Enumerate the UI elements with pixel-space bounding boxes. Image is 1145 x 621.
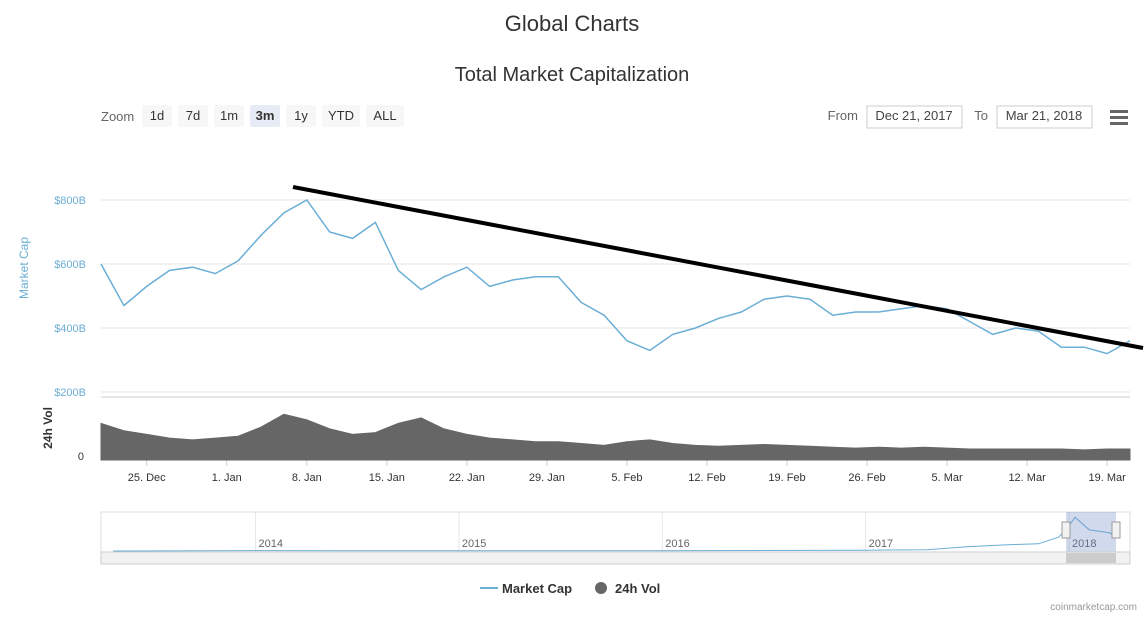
zoom-button[interactable] <box>322 105 360 127</box>
zoom-button[interactable] <box>366 105 404 127</box>
chart-title: Total Market Capitalization <box>455 64 690 86</box>
x-tick-label: 12. Mar <box>1008 472 1046 484</box>
legend-label[interactable]: Market Cap <box>502 581 572 596</box>
navigator-tick-label: 2016 <box>665 538 689 550</box>
zoom-button-label: 1d <box>150 108 164 123</box>
to-label: To <box>974 108 988 123</box>
zoom-button-label: 7d <box>186 108 200 123</box>
x-tick-label: 5. Mar <box>931 472 963 484</box>
credit: coinmarketcap.com <box>1050 602 1137 613</box>
y2-axis-label: 24h Vol <box>41 407 55 449</box>
zoom-button-label: 1m <box>220 108 238 123</box>
scrollbar[interactable] <box>100 551 1131 565</box>
x-tick-label: 19. Mar <box>1088 472 1126 484</box>
from-value: Dec 21, 2017 <box>875 108 952 123</box>
navigator-tick-label: 2014 <box>259 538 283 550</box>
zoom-button-label: 3m <box>256 108 275 123</box>
legend-swatch[interactable] <box>595 582 607 594</box>
volume-area <box>100 413 1131 461</box>
x-tick-label: 5. Feb <box>611 472 642 484</box>
zoom-button-label: 1y <box>294 108 308 123</box>
to-input[interactable] <box>996 105 1093 129</box>
legend: Market Cap 24h Vol <box>480 581 660 596</box>
legend-label[interactable]: 24h Vol <box>615 581 660 596</box>
zoom-button[interactable] <box>142 105 172 127</box>
x-tick-label: 12. Feb <box>688 472 725 484</box>
navigator-tick-label: 2018 <box>1072 538 1096 550</box>
zoom-button[interactable] <box>250 105 280 127</box>
from-input[interactable] <box>866 105 963 129</box>
navigator: 2014 2015 2016 2017 2018 <box>113 512 1114 552</box>
zoom-button[interactable] <box>214 105 244 127</box>
x-tick-label: 22. Jan <box>449 472 485 484</box>
zoom-button[interactable] <box>178 105 208 127</box>
trend-line <box>292 185 1144 350</box>
zoom-buttons: 1d 7d 1m 3m 1y YTD ALL <box>142 105 404 127</box>
y-tick-label: $400B <box>54 323 86 335</box>
y-tick-label: $800B <box>54 195 86 207</box>
x-tick-label: 29. Jan <box>529 472 565 484</box>
x-tick-label: 8. Jan <box>292 472 322 484</box>
x-tick-label: 1. Jan <box>212 472 242 484</box>
scrollbar-thumb[interactable] <box>1066 553 1116 563</box>
page-title: Global Charts <box>505 11 640 36</box>
navigator-selection[interactable] <box>1066 512 1116 552</box>
y2-tick-label: 0 <box>78 451 84 463</box>
y-tick-label: $600B <box>54 259 86 271</box>
menu-button[interactable] <box>1110 110 1128 125</box>
plot: $200B $400B $600B $800B 0 25. Dec 1. Jan 8. Jan… <box>54 195 1131 484</box>
zoom-button-label: YTD <box>328 108 354 123</box>
zoom-label: Zoom <box>101 109 134 124</box>
x-tick-label: 25. Dec <box>128 472 166 484</box>
zoom-button-label: ALL <box>373 108 396 123</box>
y-tick-label: $200B <box>54 387 86 399</box>
zoom-button[interactable] <box>286 105 316 127</box>
market-cap-line <box>100 199 1131 355</box>
navigator-handle[interactable] <box>1061 521 1071 539</box>
x-tick-label: 15. Jan <box>369 472 405 484</box>
y-axis-label: Market Cap <box>17 237 31 299</box>
x-tick-label: 19. Feb <box>768 472 805 484</box>
navigator-handle[interactable] <box>1111 521 1121 539</box>
navigator-line <box>113 516 1114 552</box>
to-value: Mar 21, 2018 <box>1006 108 1083 123</box>
navigator-tick-label: 2017 <box>869 538 893 550</box>
from-label: From <box>828 108 858 123</box>
navigator-tick-label: 2015 <box>462 538 486 550</box>
x-tick-label: 26. Feb <box>848 472 885 484</box>
